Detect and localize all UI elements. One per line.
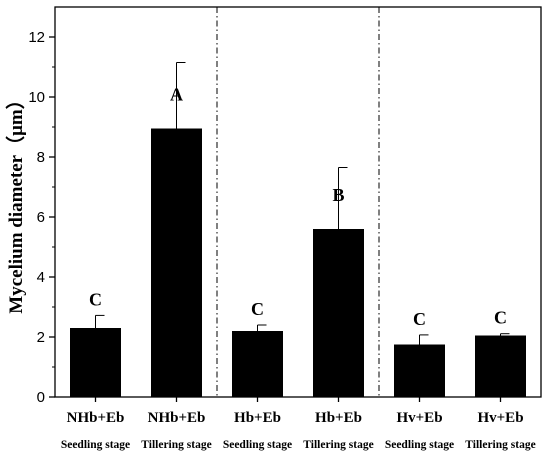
- category-label: Hb+Eb: [315, 410, 362, 426]
- x-axis-ticks: [94, 397, 502, 402]
- y-axis-label: Mycelium diameter（μm）: [4, 90, 27, 313]
- stage-label: Seedling stage: [385, 439, 454, 451]
- y-tick-label: 12: [28, 29, 45, 46]
- y-axis-ticks: 0 2 4 6 8 10 12: [28, 29, 55, 406]
- group-separators: [216, 7, 380, 397]
- category-label: NHb+Eb: [67, 410, 125, 426]
- significance-letter: C: [251, 299, 264, 319]
- category-label: NHb+Eb: [148, 410, 206, 426]
- stage-label: Seedling stage: [61, 439, 130, 451]
- y-tick-label: 8: [37, 149, 45, 166]
- y-tick-label: 0: [37, 389, 45, 406]
- y-tick-label: 4: [37, 269, 45, 286]
- category-labels: NHb+Eb Seedling stage NHb+Eb Tillering stag…: [61, 410, 536, 451]
- significance-letter: C: [494, 308, 507, 328]
- stage-label: Tillering stage: [465, 439, 535, 451]
- stage-label: Seedling stage: [223, 439, 292, 451]
- significance-letter: C: [89, 289, 102, 309]
- category-label: Hv+Eb: [477, 410, 523, 426]
- bar: [70, 328, 121, 397]
- stage-label: Tillering stage: [303, 439, 373, 451]
- category-label: Hb+Eb: [234, 410, 281, 426]
- bar: [394, 344, 445, 397]
- category-label: Hv+Eb: [396, 410, 442, 426]
- y-tick-label: 6: [37, 209, 45, 226]
- error-bars: [95, 62, 510, 345]
- stage-label: Tillering stage: [141, 439, 211, 451]
- significance-letter: C: [413, 309, 426, 329]
- y-tick-label: 10: [28, 89, 45, 106]
- significance-letter: A: [170, 85, 183, 105]
- y-tick-label: 2: [37, 329, 45, 346]
- significance-letters: C A C B C C: [89, 85, 507, 329]
- plot-frame: [54, 6, 542, 398]
- bars: [70, 128, 526, 397]
- bar: [313, 229, 364, 397]
- bar: [475, 335, 526, 397]
- bar: [232, 331, 283, 397]
- bar: [151, 128, 202, 397]
- significance-letter: B: [332, 185, 344, 205]
